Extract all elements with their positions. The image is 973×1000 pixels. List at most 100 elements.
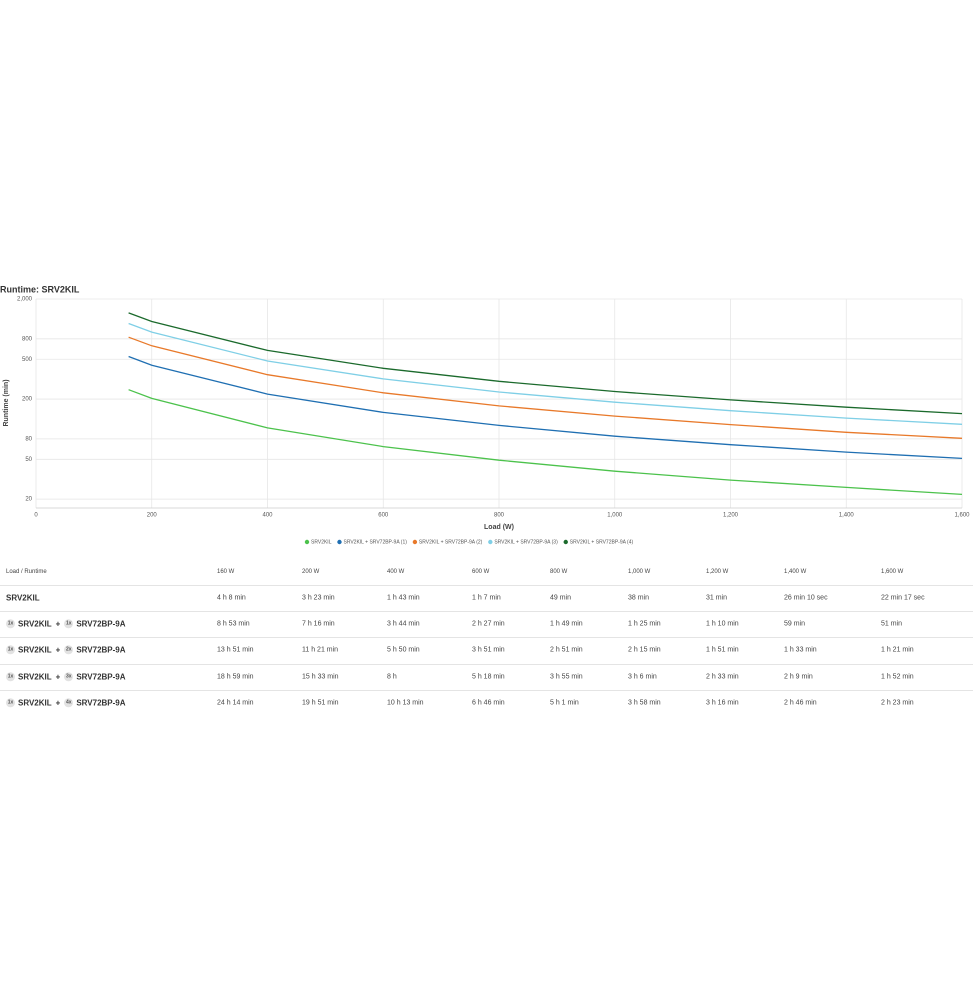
legend-label: SRV2KIL + SRV72BP-9A (3): [494, 539, 558, 545]
line: [128, 355, 963, 460]
table-cell: 1 h 25 min: [628, 620, 661, 628]
header-cell: 1,200 W: [706, 569, 729, 575]
y-tick-label: 200: [22, 397, 33, 403]
x-tick-label: 1,400: [839, 513, 855, 519]
table-cell: 3 h 51 min: [472, 646, 505, 654]
table-cell: 1 h 43 min: [387, 594, 420, 602]
table-cell: 31 min: [706, 594, 728, 602]
ups: SRV2KIL: [18, 672, 52, 682]
header-cell: 200 W: [302, 569, 320, 575]
table-cell: 3 h 16 min: [706, 699, 739, 707]
ups-qty: 1x: [6, 645, 15, 655]
row-separator: [0, 664, 973, 665]
y-tick-label: 20: [25, 497, 32, 503]
plus: +: [55, 645, 61, 655]
table-cell: 3 h 23 min: [302, 594, 335, 602]
header-cell: 600 W: [472, 569, 490, 575]
legend-marker: [563, 539, 568, 545]
table-cell: 38 min: [628, 594, 650, 602]
line: [128, 389, 963, 496]
table-cell: 2 h 46 min: [784, 699, 817, 707]
battery-qty: 1x: [64, 619, 74, 629]
table-cell: 3 h 55 min: [550, 673, 583, 681]
table-cell: 2 h 27 min: [472, 620, 505, 628]
chart: Runtime: SRV2KIL Load (W) Runtime (min) …: [0, 284, 970, 545]
plus: +: [55, 698, 61, 708]
header-cell: Load / Runtime: [6, 569, 47, 575]
row-label: 1x SRV2KIL +1x SRV72BP-9A: [6, 619, 130, 629]
battery-qty: 4x: [64, 698, 74, 708]
header-cell: 1,000 W: [628, 569, 651, 575]
x-tick-label: 1,200: [723, 513, 739, 519]
table-cell: 3 h 44 min: [387, 620, 420, 628]
battery: SRV72BP-9A: [76, 645, 126, 655]
x-tick-label: 600: [378, 513, 389, 519]
header-cell: 800 W: [550, 569, 568, 575]
line: [128, 336, 963, 439]
ups: SRV2KIL: [18, 698, 52, 708]
line: [128, 312, 963, 415]
x-axis-label: Load (W): [484, 524, 514, 531]
legend-label: SRV2KIL + SRV72BP-9A (2): [419, 539, 483, 545]
table-cell: 26 min 10 sec: [784, 594, 828, 602]
table-cell: 49 min: [550, 594, 572, 602]
table-cell: 1 h 51 min: [706, 646, 739, 654]
ups: SRV2KIL: [18, 619, 52, 629]
table-cell: 13 h 51 min: [217, 646, 254, 654]
table-cell: 1 h 21 min: [881, 646, 914, 654]
y-tick-label: 50: [25, 457, 32, 463]
table-cell: 1 h 7 min: [472, 594, 501, 602]
legend-marker: [488, 539, 493, 545]
table-cell: 2 h 9 min: [784, 673, 813, 681]
y-axis-label: Runtime (min): [3, 379, 10, 426]
x-tick-label: 400: [262, 513, 273, 519]
legend-marker: [304, 539, 310, 545]
legend-label: SRV2KIL + SRV72BP-9A (4): [570, 539, 634, 545]
row-separator: [0, 611, 973, 612]
row-separator: [0, 637, 973, 638]
ups: SRV2KIL: [18, 645, 52, 655]
table-cell: 1 h 10 min: [706, 620, 739, 628]
table-cell: 22 min 17 sec: [881, 594, 925, 602]
row-separator: [0, 690, 973, 691]
table-cell: 8 h 53 min: [217, 620, 250, 628]
legend-label: SRV2KIL + SRV72BP-9A (1): [343, 539, 407, 545]
table-cell: 3 h 6 min: [628, 673, 657, 681]
table-cell: 59 min: [784, 620, 806, 628]
y-tick-label: 500: [22, 357, 33, 363]
table-cell: 11 h 21 min: [302, 646, 339, 654]
line: [128, 322, 963, 425]
x-tick-label: 0: [34, 513, 38, 519]
row-label: 1x SRV2KIL +3x SRV72BP-9A: [6, 672, 130, 682]
legend-label: SRV2KIL: [311, 539, 332, 545]
row-label: SRV2KIL: [6, 594, 44, 603]
table-cell: 4 h 8 min: [217, 594, 246, 602]
table-cell: 1 h 49 min: [550, 620, 583, 628]
table-cell: 5 h 18 min: [472, 673, 505, 681]
row-label: 1x SRV2KIL +4x SRV72BP-9A: [6, 698, 130, 708]
table-cell: 51 min: [881, 620, 903, 628]
table-cell: 1 h 33 min: [784, 646, 817, 654]
header-cell: 400 W: [387, 569, 405, 575]
x-tick-label: 200: [147, 513, 158, 519]
table-cell: 1 h 52 min: [881, 673, 914, 681]
y-tick-label: 2,000: [17, 297, 33, 303]
table-cell: 6 h 46 min: [472, 699, 505, 707]
header-cell: 160 W: [217, 569, 235, 575]
ups: SRV2KIL: [6, 593, 40, 603]
table-cell: 19 h 51 min: [302, 699, 339, 707]
table-cell: 7 h 16 min: [302, 620, 335, 628]
chart-title: Runtime: SRV2KIL: [0, 284, 80, 294]
ups-qty: 1x: [6, 619, 15, 629]
table-cell: 2 h 15 min: [628, 646, 661, 654]
x-tick-label: 1,000: [607, 513, 623, 519]
table-cell: 2 h 51 min: [550, 646, 583, 654]
table-cell: 2 h 23 min: [881, 699, 914, 707]
legend-marker: [337, 539, 342, 545]
table-cell: 3 h 58 min: [628, 699, 661, 707]
x-tick-label: 800: [494, 513, 505, 519]
legend-marker: [412, 539, 418, 545]
header-cell: 1,600 W: [881, 569, 904, 575]
ups-qty: 1x: [6, 672, 15, 682]
